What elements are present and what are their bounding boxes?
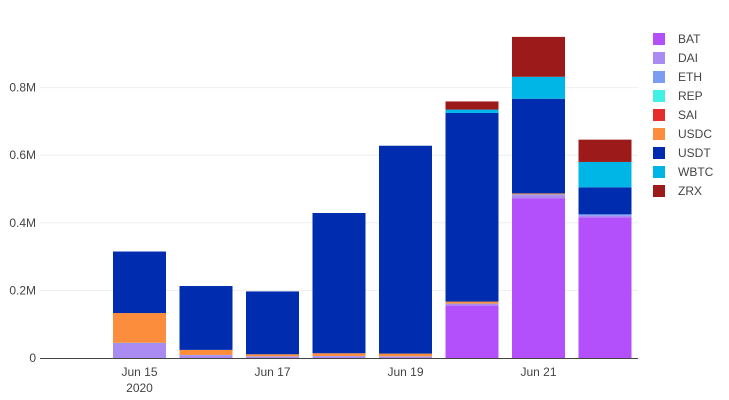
legend-swatch xyxy=(653,52,665,64)
bar-segment-dai xyxy=(379,356,432,358)
bar-segment-usdt xyxy=(578,187,632,215)
legend-item-usdt[interactable]: USDT xyxy=(653,146,711,160)
bar-segment-eth xyxy=(113,342,166,344)
legend-swatch xyxy=(653,147,665,159)
legend-swatch xyxy=(653,185,665,197)
legend-label: DAI xyxy=(678,51,698,65)
x-tick-label: Jun 15 xyxy=(121,365,157,379)
bar-segment-usdt xyxy=(246,291,299,355)
bar-segment-dai xyxy=(445,303,499,306)
legend-swatch xyxy=(653,128,665,140)
bar-segment-usdc xyxy=(246,354,299,357)
bar-segment-bat xyxy=(578,217,632,358)
legend-swatch xyxy=(653,33,665,45)
legend-swatch xyxy=(653,90,665,102)
x-tick-label: Jun 17 xyxy=(254,365,290,379)
bar-segment-usdc xyxy=(379,353,432,357)
legend-item-rep[interactable]: REP xyxy=(653,89,703,103)
bar-segment-usdc xyxy=(179,349,233,355)
legend-label: ETH xyxy=(678,70,702,84)
bar-segment-usdt xyxy=(113,251,166,314)
bar-segment-usdt xyxy=(179,286,233,350)
bar-segment-dai xyxy=(512,195,565,199)
bar-segment-usdc xyxy=(512,193,565,195)
legend-item-sai[interactable]: SAI xyxy=(653,108,697,122)
bar-segment-bat xyxy=(512,198,565,358)
legend-item-bat[interactable]: BAT xyxy=(653,32,701,46)
bar-segment-dai xyxy=(179,355,233,358)
y-tick-label: 0.4M xyxy=(9,216,36,230)
legend-label: BAT xyxy=(678,32,701,46)
legend-item-wbtc[interactable]: WBTC xyxy=(653,165,714,179)
bar-segment-dai xyxy=(113,343,166,358)
bar-segment-wbtc xyxy=(578,161,632,188)
legend-swatch xyxy=(653,71,665,83)
bar-segment-wbtc xyxy=(512,76,565,99)
bar-segment-usdt xyxy=(312,212,366,354)
legend-item-usdc[interactable]: USDC xyxy=(653,127,712,141)
x-tick-label: Jun 19 xyxy=(387,365,423,379)
legend: BAT DAI ETH REP SAI USDC USDT WBTC ZRX xyxy=(653,32,714,198)
bar-segment-usdt xyxy=(379,145,432,354)
bar-segment-usdc xyxy=(445,301,499,304)
legend-label: WBTC xyxy=(678,165,714,179)
legend-swatch xyxy=(653,166,665,178)
y-tick-label: 0.8M xyxy=(9,81,36,95)
y-tick-labels: 0 0.2M 0.4M 0.6M 0.8M xyxy=(9,81,36,365)
y-tick-label: 0.6M xyxy=(9,148,36,162)
y-tick-label: 0 xyxy=(29,351,36,365)
bar-segment-eth xyxy=(578,214,632,216)
bar-segment-eth xyxy=(512,194,565,196)
legend-item-eth[interactable]: ETH xyxy=(653,70,702,84)
legend-label: USDT xyxy=(678,146,711,160)
legend-swatch xyxy=(653,109,665,121)
x-tick-labels: Jun 15 2020 Jun 17 Jun 19 Jun 21 xyxy=(121,365,556,395)
legend-item-zrx[interactable]: ZRX xyxy=(653,184,702,198)
bar-segment-zrx xyxy=(512,36,565,77)
bars xyxy=(113,36,632,358)
bar-segment-dai xyxy=(312,356,366,358)
bar-segment-usdt xyxy=(512,98,565,194)
bar-segment-dai xyxy=(246,356,299,358)
bar-segment-bat xyxy=(445,305,499,358)
legend-label: REP xyxy=(678,89,703,103)
bar-segment-usdc xyxy=(113,313,166,343)
legend-label: ZRX xyxy=(678,184,702,198)
legend-label: USDC xyxy=(678,127,712,141)
bar-segment-zrx xyxy=(445,101,499,110)
bar-segment-usdt xyxy=(445,112,499,302)
bar-segment-usdc xyxy=(312,353,366,356)
legend-item-dai[interactable]: DAI xyxy=(653,51,698,65)
bar-segment-dai xyxy=(578,215,632,218)
x-tick-sublabel: 2020 xyxy=(126,381,153,395)
y-tick-label: 0.2M xyxy=(9,283,36,297)
bar-segment-zrx xyxy=(578,139,632,162)
x-tick-label: Jun 21 xyxy=(520,365,556,379)
bar-segment-wbtc xyxy=(445,109,499,113)
legend-label: SAI xyxy=(678,108,697,122)
